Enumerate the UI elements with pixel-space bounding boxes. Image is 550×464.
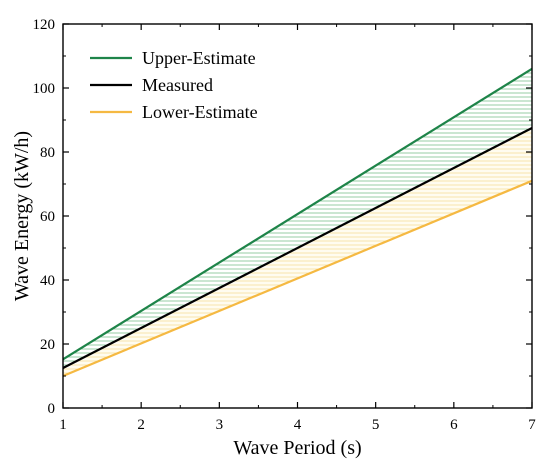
x-tick-label: 7 xyxy=(528,417,536,433)
x-tick-label: 5 xyxy=(372,417,380,433)
y-tick-label: 80 xyxy=(40,145,55,161)
x-tick-label: 1 xyxy=(59,417,67,433)
x-axis-title: Wave Period (s) xyxy=(233,437,361,459)
x-tick-label: 4 xyxy=(294,417,302,433)
legend: Upper-Estimate Measured Lower-Estimate xyxy=(90,48,258,122)
y-tick-label: 40 xyxy=(40,273,55,289)
y-axis-title: Wave Energy (kW/h) xyxy=(11,131,33,301)
series-line-lower-estimate xyxy=(62,179,533,378)
series-line-measured xyxy=(62,127,533,369)
legend-label-upper-estimate: Upper-Estimate xyxy=(142,48,256,68)
band-upper-estimate-to-measured xyxy=(63,68,532,369)
x-tick-label: 6 xyxy=(450,417,458,433)
legend-label-measured: Measured xyxy=(142,75,213,95)
ticks-layer: 1 2 3 4 5 6 7 0 20 40 60 80 100 120 xyxy=(33,17,537,433)
lines-layer xyxy=(62,67,533,378)
y-tick-label: 20 xyxy=(40,337,55,353)
bands-layer xyxy=(63,68,532,376)
series-line-upper-estimate xyxy=(62,67,533,361)
y-tick-label: 100 xyxy=(33,81,56,97)
x-tick-label: 2 xyxy=(137,417,145,433)
legend-label-lower-estimate: Lower-Estimate xyxy=(142,102,258,122)
y-tick-label: 0 xyxy=(48,401,56,417)
y-tick-label: 120 xyxy=(33,17,56,33)
x-tick-label: 3 xyxy=(216,417,224,433)
band-measured-to-lower-estimate xyxy=(63,128,532,376)
y-tick-label: 60 xyxy=(40,209,55,225)
